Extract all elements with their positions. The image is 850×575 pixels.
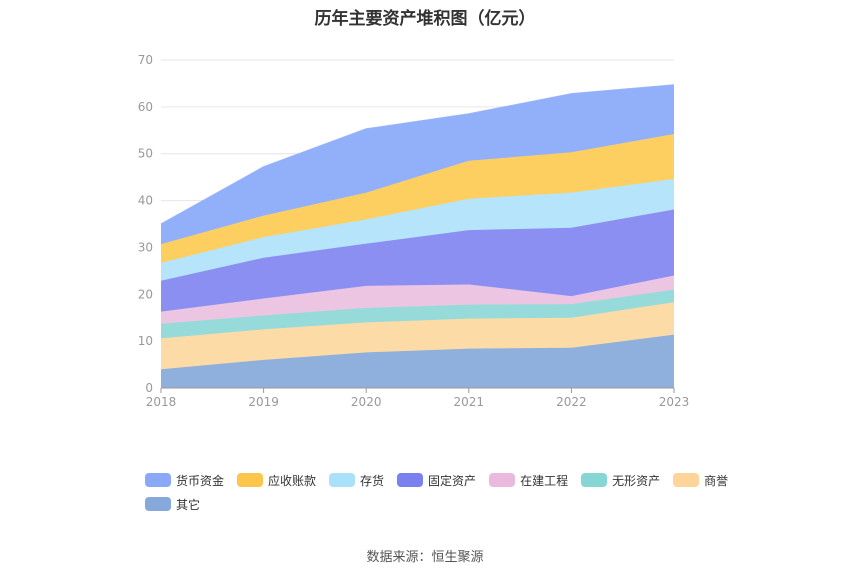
legend-swatch (581, 473, 608, 487)
y-tick-label: 20 (138, 287, 153, 301)
area-series-1 (161, 302, 674, 370)
area-series-5 (161, 179, 674, 281)
y-tick-label: 70 (138, 53, 153, 67)
legend-swatch (145, 473, 171, 487)
x-tick-label: 2021 (454, 395, 485, 409)
legend-item[interactable]: 存货 (329, 472, 384, 488)
y-tick-label: 10 (138, 334, 153, 348)
legend-item[interactable]: 无形资产 (581, 472, 660, 488)
legend-swatch (397, 473, 424, 487)
x-tick-label: 2019 (248, 395, 279, 409)
legend-item[interactable]: 其它 (145, 496, 200, 512)
area-series-line-6 (160, 133, 675, 245)
area-series-2 (161, 289, 674, 339)
legend-label: 其它 (176, 497, 201, 512)
area-series-0 (161, 334, 674, 388)
x-tick-label: 2018 (146, 395, 177, 409)
legend-swatch (673, 473, 700, 487)
area-series-3 (161, 275, 674, 324)
legend-label: 存货 (360, 473, 385, 488)
area-series-6 (161, 134, 674, 263)
legend-item[interactable]: 在建工程 (489, 472, 568, 488)
y-tick-label: 50 (138, 147, 153, 161)
legend-swatch (329, 473, 356, 487)
legend-label: 在建工程 (520, 473, 569, 488)
area-series-line-0 (160, 333, 675, 370)
chart-title: 历年主要资产堆积图（亿元） (314, 9, 536, 29)
legend-swatch (145, 497, 171, 511)
legend-item[interactable]: 固定资产 (397, 472, 476, 488)
y-tick-label: 0 (145, 381, 153, 395)
area-series-4 (161, 209, 674, 312)
legend-label: 货币资金 (176, 473, 225, 488)
legend-label: 应收账款 (268, 473, 317, 488)
legend-label: 无形资产 (612, 473, 661, 488)
data-source: 数据来源：恒生聚源 (366, 550, 484, 565)
legend: 货币资金 应收账款 存货 固定资产 在建工程 无形资产 商誉其它 (145, 472, 745, 512)
area-series (160, 84, 675, 388)
x-tick-label: 2020 (351, 395, 382, 409)
legend-item[interactable]: 商誉 (673, 472, 728, 488)
legend-label: 商誉 (704, 473, 729, 488)
x-tick-label: 2022 (556, 395, 587, 409)
y-tick-label: 40 (138, 194, 153, 208)
legend-label: 固定资产 (428, 473, 477, 488)
legend-item[interactable]: 货币资金 (145, 472, 224, 488)
y-tick-label: 30 (138, 240, 153, 254)
legend-swatch (237, 473, 264, 487)
legend-item[interactable]: 应收账款 (237, 472, 316, 488)
x-tick-label: 2023 (659, 395, 690, 409)
area-series-line-7 (160, 84, 675, 225)
axes: 0 10 20 30 40 50 60 70 2018 2019 2020 2021 2022 2023 (138, 53, 690, 409)
legend-swatch (489, 473, 516, 487)
area-series-7 (161, 84, 674, 245)
y-tick-label: 60 (138, 100, 153, 114)
